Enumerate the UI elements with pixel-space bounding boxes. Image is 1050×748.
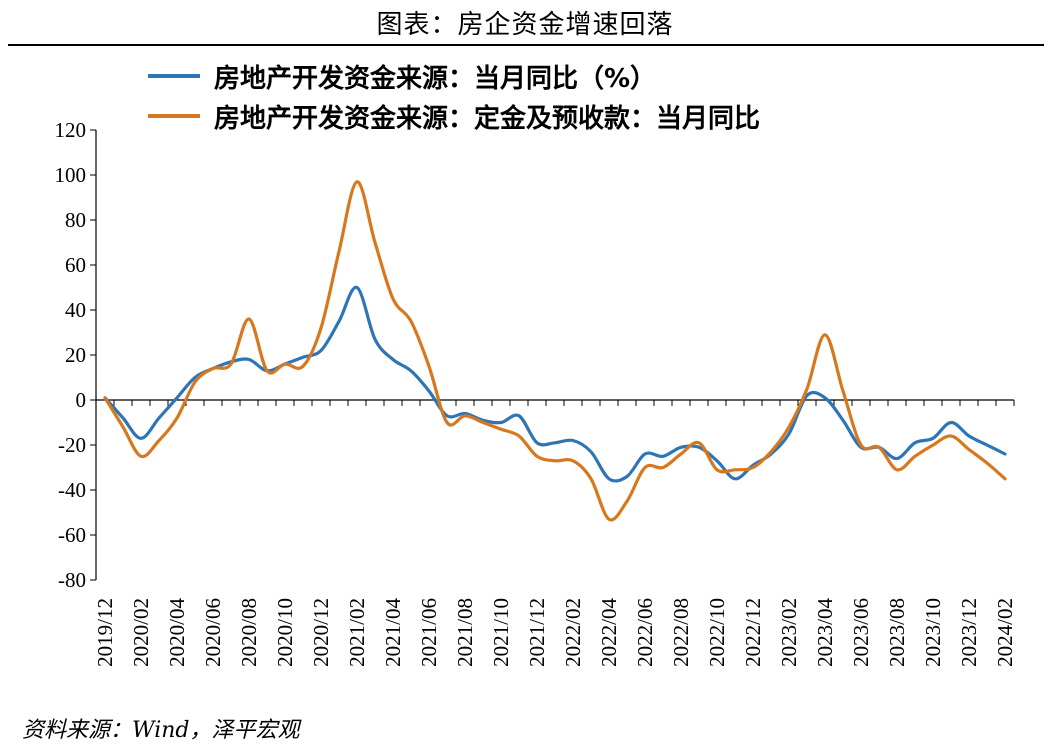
x-tick-label: 2020/02 (129, 598, 153, 667)
x-tick-label: 2020/04 (165, 598, 189, 667)
x-tick-label: 2020/10 (273, 598, 297, 667)
chart-title: 图表：房企资金增速回落 (376, 10, 674, 40)
x-tick-label: 2022/10 (705, 598, 729, 667)
x-tick-label: 2020/12 (309, 598, 333, 667)
legend-label-1: 房地产开发资金来源：当月同比（%） (214, 63, 657, 94)
x-tick-label: 2023/08 (885, 598, 909, 667)
y-tick-label: 80 (65, 208, 86, 232)
x-tick-label: 2021/08 (453, 598, 477, 667)
x-tick-label: 2023/10 (921, 598, 945, 667)
x-tick-label: 2022/12 (741, 598, 765, 667)
y-tick-label: 0 (76, 388, 87, 412)
title-rule (8, 44, 1044, 46)
legend-item-1: 房地产开发资金来源：当月同比（%） (148, 56, 760, 96)
y-tick-label: 100 (55, 163, 87, 187)
x-tick-label: 2020/06 (201, 598, 225, 667)
y-tick-label: 40 (65, 298, 86, 322)
x-tick-label: 2022/06 (633, 598, 657, 667)
legend-swatch-1 (148, 74, 200, 78)
x-tick-label: 2021/10 (489, 598, 513, 667)
legend-swatch-2 (148, 114, 200, 118)
legend-item-2: 房地产开发资金来源：定金及预收款：当月同比 (148, 96, 760, 136)
x-tick-label: 2021/12 (525, 598, 549, 667)
x-tick-label: 2022/04 (597, 598, 621, 667)
y-tick-label: -20 (58, 433, 86, 457)
legend: 房地产开发资金来源：当月同比（%） 房地产开发资金来源：定金及预收款：当月同比 (148, 56, 760, 136)
x-tick-label: 2021/06 (417, 598, 441, 667)
x-tick-label: 2021/04 (381, 598, 405, 667)
y-tick-label: 120 (55, 118, 87, 142)
x-tick-label: 2023/06 (849, 598, 873, 667)
y-tick-label: 60 (65, 253, 86, 277)
legend-label-2: 房地产开发资金来源：定金及预收款：当月同比 (214, 103, 761, 134)
y-tick-label: -80 (58, 568, 86, 592)
x-tick-label: 2022/02 (561, 598, 585, 667)
series-line-2 (103, 180, 1007, 522)
source-note: 资料来源：Wind，泽平宏观 (22, 718, 300, 743)
x-tick-label: 2022/08 (669, 598, 693, 667)
x-tick-label: 2020/08 (237, 598, 261, 667)
x-tick-label: 2023/04 (813, 598, 837, 667)
y-tick-label: -40 (58, 478, 86, 502)
x-tick-label: 2023/12 (957, 598, 981, 667)
y-tick-label: -60 (58, 523, 86, 547)
x-tick-label: 2024/02 (993, 598, 1017, 667)
y-tick-label: 20 (65, 343, 86, 367)
x-tick-label: 2019/12 (93, 598, 117, 667)
x-tick-label: 2023/02 (777, 598, 801, 667)
series-line-1 (103, 285, 1007, 483)
x-tick-label: 2021/02 (345, 598, 369, 667)
